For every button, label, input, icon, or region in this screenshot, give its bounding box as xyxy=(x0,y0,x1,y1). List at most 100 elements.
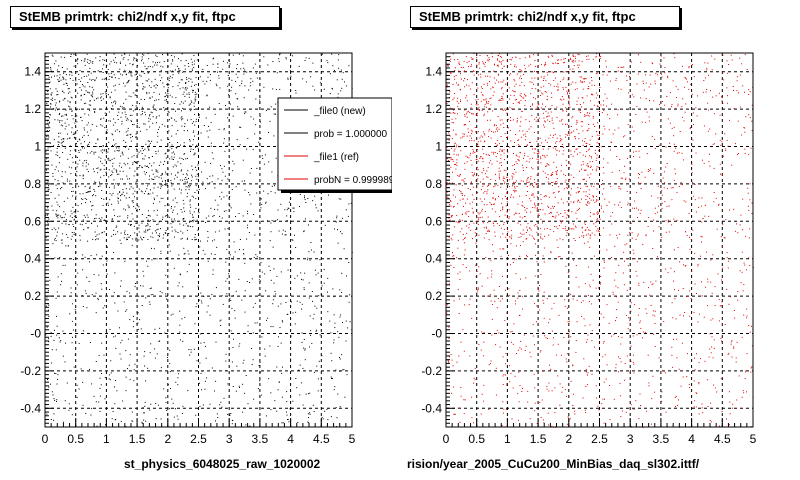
right-data-point xyxy=(453,226,455,228)
right-data-point xyxy=(479,198,481,200)
left-data-point xyxy=(209,403,211,405)
right-data-point xyxy=(603,422,605,424)
left-data-point xyxy=(341,78,343,80)
right-data-point xyxy=(484,190,486,192)
left-data-point xyxy=(89,109,91,111)
right-data-point xyxy=(513,323,515,325)
left-data-point xyxy=(305,393,307,395)
left-data-point xyxy=(50,94,52,96)
right-data-point xyxy=(464,78,465,79)
right-data-point xyxy=(520,236,522,238)
right-data-point xyxy=(534,204,536,206)
right-data-point xyxy=(603,316,605,318)
right-data-point xyxy=(531,115,533,117)
left-data-point xyxy=(81,60,83,62)
right-data-point xyxy=(617,67,619,68)
left-data-point xyxy=(48,188,50,190)
right-data-point xyxy=(600,55,602,57)
left-data-point xyxy=(157,239,159,241)
right-data-point xyxy=(456,159,458,161)
right-data-point xyxy=(478,110,480,112)
left-data-point xyxy=(110,61,112,63)
left-data-point xyxy=(116,225,118,227)
left-data-point xyxy=(130,137,132,139)
left-data-point xyxy=(56,401,57,402)
right-data-point xyxy=(582,88,584,90)
left-data-point xyxy=(79,223,81,225)
right-data-point xyxy=(453,144,455,146)
left-data-point xyxy=(167,235,169,237)
left-data-point xyxy=(85,159,87,161)
left-data-point xyxy=(59,215,61,217)
left-data-point xyxy=(145,380,147,382)
left-data-point xyxy=(161,172,163,174)
right-data-point xyxy=(526,226,528,228)
right-data-point xyxy=(742,85,744,87)
right-data-point xyxy=(535,183,537,185)
left-data-point xyxy=(215,83,217,85)
right-data-point xyxy=(502,140,504,142)
right-data-point xyxy=(707,281,709,283)
left-data-point xyxy=(159,74,161,76)
left-data-point xyxy=(134,94,136,96)
right-data-point xyxy=(646,312,648,314)
right-data-point xyxy=(543,317,545,319)
left-data-point xyxy=(227,178,229,180)
left-data-point xyxy=(57,108,59,110)
left-data-point xyxy=(119,131,120,133)
right-data-point xyxy=(526,131,528,133)
left-data-point xyxy=(95,217,97,219)
left-data-point xyxy=(132,202,134,204)
left-data-point xyxy=(88,114,90,116)
right-data-point xyxy=(746,391,747,393)
right-data-point xyxy=(586,205,588,206)
left-data-point xyxy=(71,127,73,129)
right-data-point xyxy=(566,361,568,363)
right-data-point xyxy=(470,57,472,59)
left-data-point xyxy=(321,53,323,55)
left-data-point xyxy=(273,268,275,270)
right-data-point xyxy=(620,66,622,68)
right-data-point xyxy=(519,58,521,60)
left-data-point xyxy=(148,193,149,195)
right-data-point xyxy=(512,176,514,178)
right-data-point xyxy=(545,63,547,65)
left-data-point xyxy=(57,214,58,216)
right-data-point xyxy=(631,237,633,239)
left-data-point xyxy=(101,183,103,185)
left-data-point xyxy=(220,401,222,403)
right-data-point xyxy=(576,218,578,220)
right-data-point xyxy=(651,135,653,137)
right-data-point xyxy=(540,156,541,158)
right-data-point xyxy=(460,150,462,152)
right-data-point xyxy=(537,172,539,174)
left-data-point xyxy=(195,184,197,186)
left-data-point xyxy=(119,327,120,329)
right-data-point xyxy=(515,171,517,173)
left-data-point xyxy=(106,132,108,134)
left-data-point xyxy=(113,74,115,76)
right-data-point xyxy=(498,195,499,197)
left-data-point xyxy=(329,320,331,322)
left-data-point xyxy=(177,418,179,420)
right-data-point xyxy=(575,123,577,125)
right-data-point xyxy=(522,229,524,231)
right-data-point xyxy=(524,104,526,106)
left-data-point xyxy=(135,90,137,92)
left-data-point xyxy=(146,68,148,70)
right-data-point xyxy=(567,131,569,133)
right-data-point xyxy=(460,173,462,175)
left-data-point xyxy=(125,188,127,190)
right-data-point xyxy=(722,54,724,56)
left-data-point xyxy=(252,332,254,334)
right-data-point xyxy=(481,94,483,96)
right-data-point xyxy=(450,354,452,355)
right-data-point xyxy=(603,100,604,102)
right-data-point xyxy=(534,207,536,209)
right-data-point xyxy=(453,122,455,124)
right-data-point xyxy=(585,180,587,182)
right-data-point xyxy=(492,198,494,199)
right-data-point xyxy=(559,120,561,122)
right-data-point xyxy=(556,149,558,151)
left-data-point xyxy=(69,106,71,108)
